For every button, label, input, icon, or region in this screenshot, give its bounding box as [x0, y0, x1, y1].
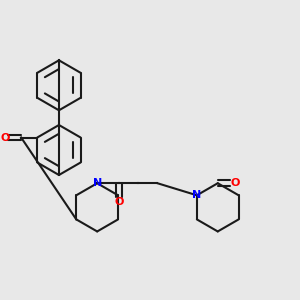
Text: N: N [192, 190, 202, 200]
Text: O: O [1, 133, 10, 142]
Text: O: O [115, 197, 124, 207]
Text: N: N [93, 178, 102, 188]
Text: O: O [230, 178, 239, 188]
